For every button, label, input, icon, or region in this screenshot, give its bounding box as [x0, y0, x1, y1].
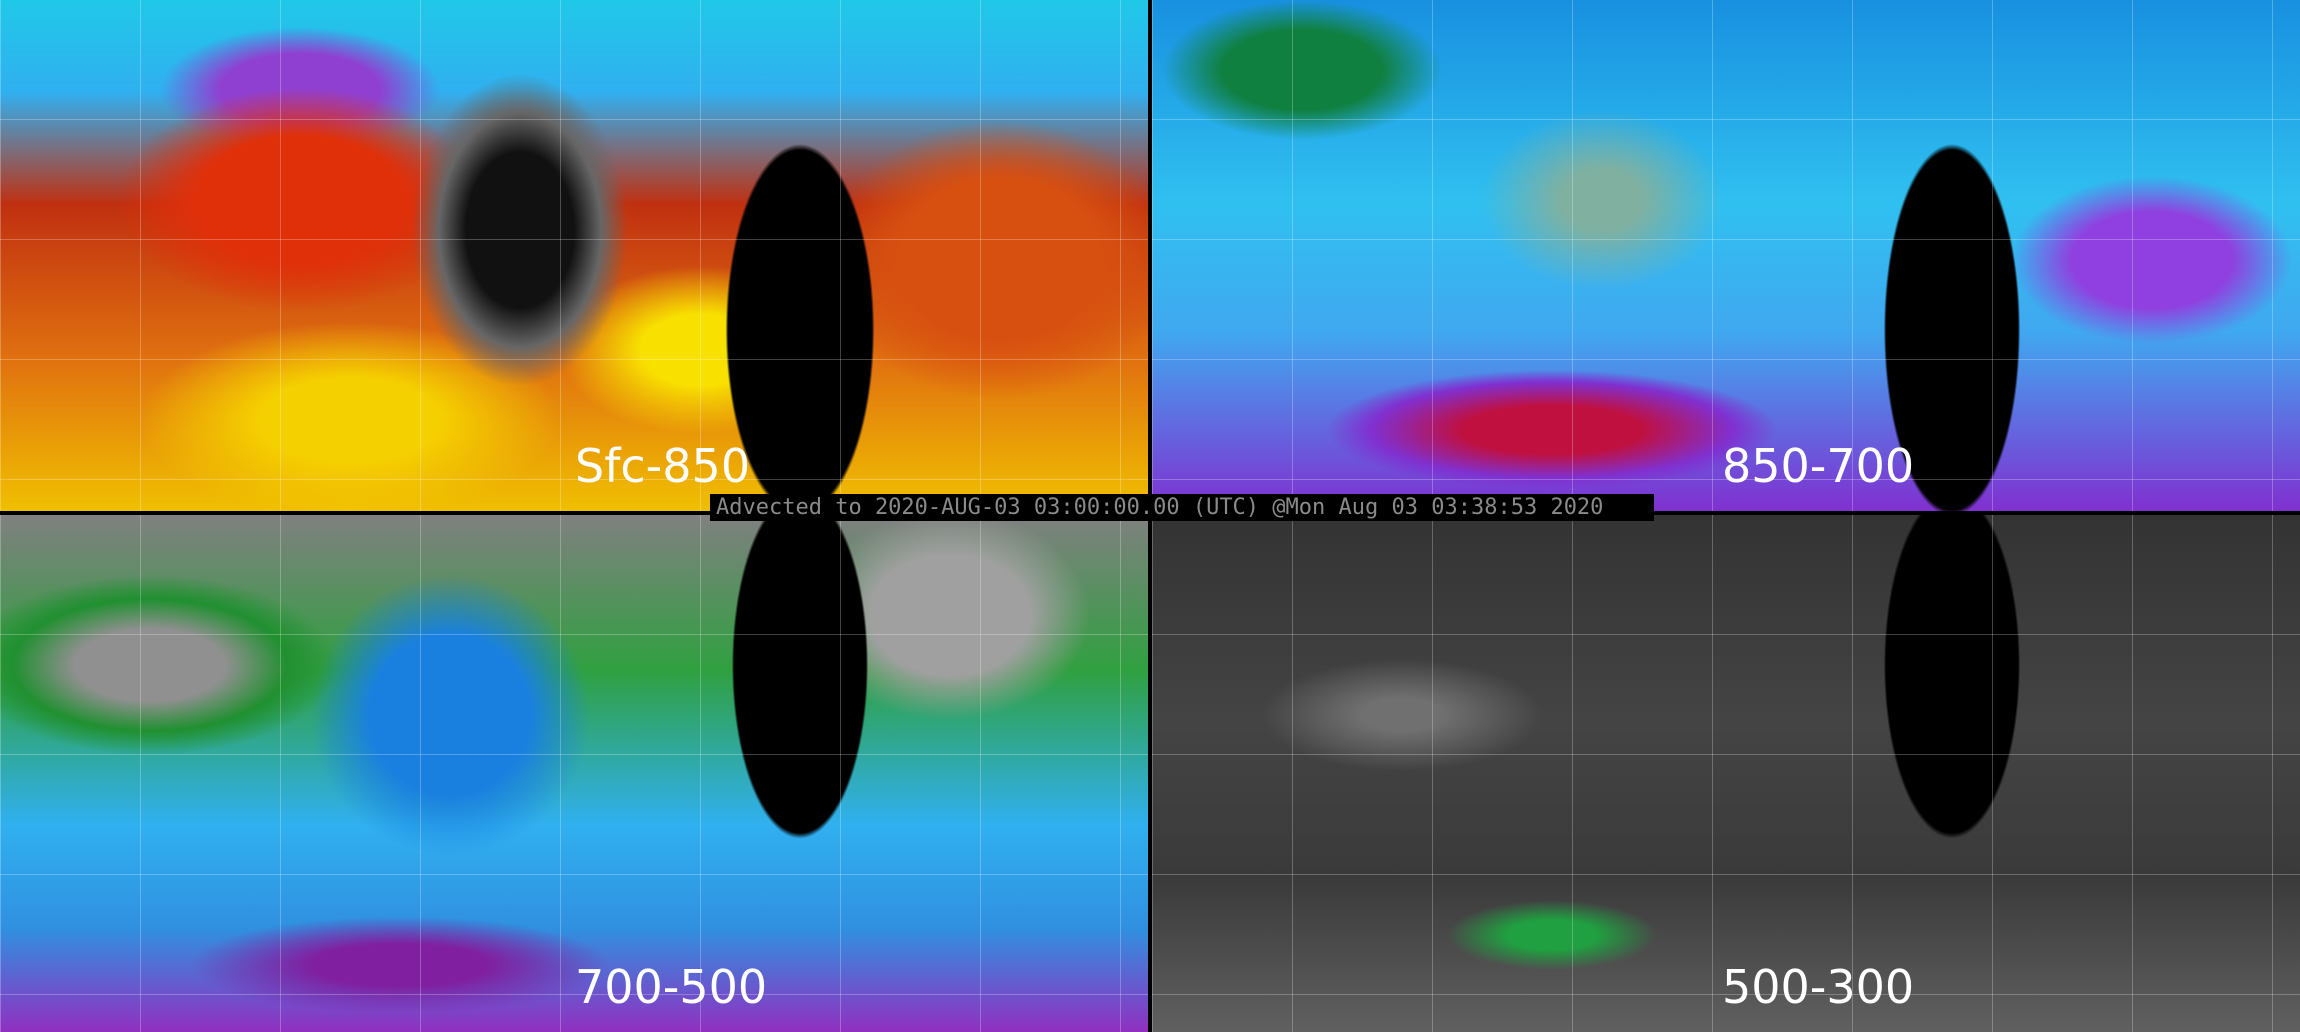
- lat-lon-grid: [1152, 515, 2300, 1032]
- lat-lon-grid: [1152, 0, 2300, 511]
- lat-lon-grid: [0, 0, 1148, 511]
- layer-label: 500-300: [1722, 960, 1915, 1014]
- layer-label: 850-700: [1722, 439, 1915, 493]
- map-panel-500-300: 500-300: [1152, 515, 2300, 1032]
- map-panel-sfc-850: Sfc-850: [0, 0, 1148, 511]
- map-panel-850-700: 850-700: [1152, 0, 2300, 511]
- layer-label: 700-500: [575, 960, 768, 1014]
- timestamp-caption: Advected to 2020-AUG-03 03:00:00.00 (UTC…: [710, 494, 1654, 521]
- map-panel-700-500: 700-500: [0, 515, 1148, 1032]
- layer-label: Sfc-850: [575, 439, 751, 493]
- lat-lon-grid: [0, 515, 1148, 1032]
